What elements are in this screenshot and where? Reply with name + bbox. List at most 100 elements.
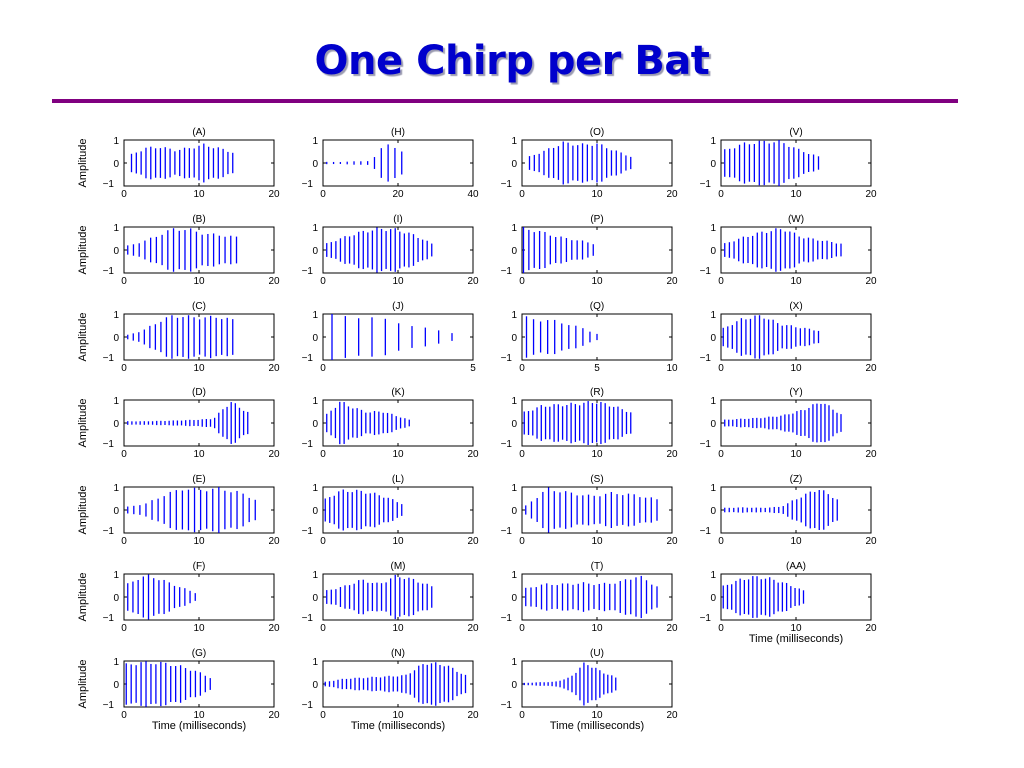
axes-frame (123, 573, 275, 621)
y-tick-label: 0 (312, 419, 318, 430)
y-tick-label: 0 (113, 333, 119, 344)
y-tick-label: 1 (312, 310, 318, 321)
x-tick-label: 10 (392, 276, 404, 287)
title-divider (52, 99, 958, 103)
x-tick-label: 10 (591, 710, 603, 721)
x-axis-label: Time (milliseconds) (550, 720, 644, 732)
y-tick-label: 1 (511, 570, 517, 581)
x-tick-label: 0 (519, 623, 525, 634)
y-tick-label: −1 (501, 613, 513, 624)
y-tick-label: 1 (312, 570, 318, 581)
subplot-title: (B) (192, 214, 205, 225)
x-tick-label: 20 (467, 449, 479, 460)
subplot-title: (C) (192, 301, 206, 312)
x-tick-label: 0 (121, 449, 127, 460)
axes-frame (322, 139, 474, 187)
y-tick-label: 1 (113, 310, 119, 321)
y-tick-label: 1 (113, 223, 119, 234)
y-tick-label: −1 (302, 266, 314, 277)
y-tick-label: 1 (710, 136, 716, 147)
y-tick-label: −1 (302, 439, 314, 450)
x-tick-label: 0 (121, 276, 127, 287)
y-tick-label: 1 (312, 136, 318, 147)
chirp-trace (525, 316, 598, 358)
y-tick-label: 0 (312, 159, 318, 170)
subplot-title: (D) (192, 387, 206, 398)
axes-frame (720, 139, 872, 187)
subplot-title: (M) (391, 561, 406, 572)
subplot-title: (K) (391, 387, 404, 398)
y-tick-label: 0 (113, 680, 119, 691)
x-tick-label: 10 (591, 623, 603, 634)
x-tick-label: 20 (467, 710, 479, 721)
x-tick-label: 20 (392, 189, 404, 200)
y-tick-label: −1 (700, 179, 712, 190)
y-tick-label: 0 (113, 159, 119, 170)
x-tick-label: 20 (268, 623, 280, 634)
axes-frame (123, 399, 275, 447)
chirp-trace (326, 574, 433, 620)
x-tick-label: 0 (320, 710, 326, 721)
y-tick-label: 0 (511, 419, 517, 430)
x-tick-label: 10 (392, 536, 404, 547)
y-tick-label: −1 (302, 179, 314, 190)
y-tick-label: −1 (501, 266, 513, 277)
chirp-trace (722, 576, 805, 618)
x-tick-label: 0 (121, 536, 127, 547)
subplot-title: (J) (392, 301, 404, 312)
x-tick-label: 5 (470, 363, 476, 374)
x-tick-label: 10 (790, 623, 802, 634)
subplot-title: (F) (193, 561, 206, 572)
y-tick-label: −1 (103, 439, 115, 450)
y-tick-label: 1 (113, 570, 119, 581)
x-tick-label: 20 (865, 363, 877, 374)
subplot-title: (X) (789, 301, 802, 312)
chirp-trace (522, 227, 594, 273)
subplot-title: (R) (590, 387, 604, 398)
x-tick-label: 10 (591, 189, 603, 200)
subplot-title: (W) (788, 214, 804, 225)
x-tick-label: 20 (865, 189, 877, 200)
x-tick-label: 20 (268, 449, 280, 460)
y-tick-label: 1 (113, 396, 119, 407)
y-tick-label: 0 (312, 506, 318, 517)
x-tick-label: 0 (121, 189, 127, 200)
y-tick-label: −1 (302, 700, 314, 711)
subplot-title: (AA) (786, 561, 806, 572)
slide-title: One Chirp per Bat (314, 38, 710, 84)
chirp-trace (127, 315, 234, 359)
x-tick-label: 20 (666, 710, 678, 721)
x-tick-label: 10 (591, 449, 603, 460)
y-axis-label: Amplitude (77, 399, 89, 448)
subplot-title: (V) (789, 127, 802, 138)
y-tick-label: 0 (113, 506, 119, 517)
x-tick-label: 0 (320, 363, 326, 374)
y-tick-label: 0 (312, 246, 318, 257)
y-tick-label: 0 (113, 246, 119, 257)
y-tick-label: 0 (312, 333, 318, 344)
chirp-trace (326, 144, 403, 182)
axes-frame (322, 486, 474, 534)
x-tick-label: 20 (268, 363, 280, 374)
axes-frame (521, 573, 673, 621)
y-tick-label: 0 (710, 159, 716, 170)
axes-frame (720, 486, 872, 534)
y-tick-label: 1 (113, 483, 119, 494)
y-tick-label: 0 (113, 419, 119, 430)
y-axis-label: Amplitude (77, 486, 89, 535)
x-tick-label: 10 (193, 449, 205, 460)
